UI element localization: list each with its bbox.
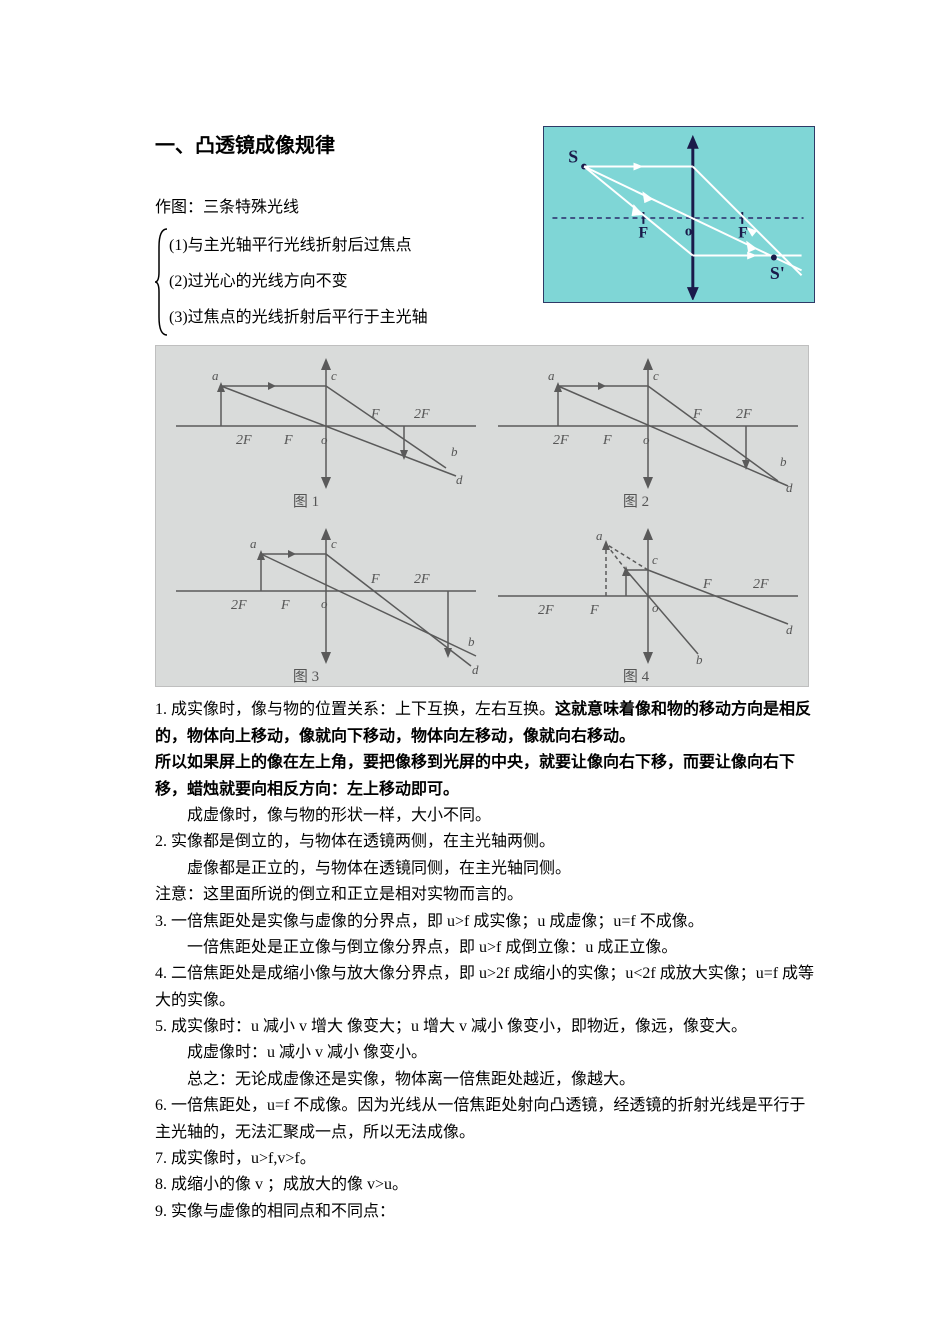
- section-title: 一、凸透镜成像规律: [155, 130, 533, 163]
- rule-1: (1)与主光轴平行光线折射后过焦点: [169, 233, 428, 259]
- p2a: 2. 实像都是倒立的，与物体在透镜两侧，在主光轴两侧。: [155, 829, 815, 855]
- top-row: 一、凸透镜成像规律 作图：三条特殊光线 (1)与主光轴平行光线折射后过焦点 (2…: [155, 130, 815, 337]
- svg-text:b: b: [468, 634, 475, 649]
- label-o: o: [685, 224, 692, 240]
- svg-text:d: d: [786, 480, 793, 495]
- p1a: 1. 成实像时，像与物的位置关系：上下互换，左右互换。: [155, 701, 555, 718]
- body-text: 1. 成实像时，像与物的位置关系：上下互换，左右互换。这就意味着像和物的移动方向…: [155, 697, 815, 1225]
- svg-text:F: F: [702, 577, 712, 592]
- svg-text:2F: 2F: [414, 407, 430, 422]
- svg-text:2F: 2F: [231, 598, 247, 613]
- svg-text:b: b: [451, 444, 458, 459]
- svg-text:c: c: [331, 368, 337, 383]
- label-F-right: F: [738, 225, 748, 242]
- caption-3: 图 3: [293, 668, 319, 685]
- svg-text:2F: 2F: [236, 433, 252, 448]
- three-rules: (1)与主光轴平行光线折射后过焦点 (2)过光心的光线方向不变 (3)过焦点的光…: [169, 227, 428, 337]
- svg-text:c: c: [653, 368, 659, 383]
- svg-text:2F: 2F: [736, 407, 752, 422]
- svg-text:a: a: [596, 528, 603, 543]
- svg-text:c: c: [331, 536, 337, 551]
- svg-text:c: c: [652, 552, 658, 567]
- p4: 4. 二倍焦距处是成缩小像与放大像分界点，即 u>2f 成缩小的实像；u<2f …: [155, 961, 815, 1014]
- svg-text:F: F: [370, 572, 380, 587]
- four-panel-diagrams: 2F F o F 2F a c b d: [155, 345, 809, 687]
- svg-text:a: a: [212, 368, 219, 383]
- svg-text:b: b: [696, 652, 703, 667]
- svg-text:F: F: [280, 598, 290, 613]
- svg-text:o: o: [643, 432, 650, 447]
- svg-text:d: d: [786, 622, 793, 637]
- p1d: 成虚像时，像与物的形状一样，大小不同。: [155, 803, 815, 829]
- label-Sprime: S': [770, 263, 785, 283]
- svg-text:d: d: [456, 472, 463, 487]
- svg-text:o: o: [321, 596, 328, 611]
- p8: 8. 成缩小的像 v ；成放大的像 v>u。: [155, 1172, 815, 1198]
- p1c: 所以如果屏上的像在左上角，要把像移到光屏的中央，就要让像向右下移，而要让像向右下…: [155, 750, 815, 803]
- left-brace-icon: [155, 227, 169, 337]
- svg-text:b: b: [780, 454, 787, 469]
- p5b: 成虚像时：u 减小 v 减小 像变小。: [155, 1040, 815, 1066]
- svg-text:F: F: [602, 433, 612, 448]
- top-left-column: 一、凸透镜成像规律 作图：三条特殊光线 (1)与主光轴平行光线折射后过焦点 (2…: [155, 130, 533, 337]
- svg-text:2F: 2F: [753, 577, 769, 592]
- svg-text:2F: 2F: [538, 603, 554, 618]
- p2c: 注意：这里面所说的倒立和正立是相对实物而言的。: [155, 882, 815, 908]
- p9: 9. 实像与虚像的相同点和不同点：: [155, 1199, 815, 1225]
- rule-2: (2)过光心的光线方向不变: [169, 269, 428, 295]
- svg-text:2F: 2F: [414, 572, 430, 587]
- svg-text:a: a: [250, 536, 257, 551]
- svg-text:F: F: [283, 433, 293, 448]
- p3b: 一倍焦距处是正立像与倒立像分界点，即 u>f 成倒立像：u 成正立像。: [155, 935, 815, 961]
- svg-text:F: F: [589, 603, 599, 618]
- caption-1: 图 1: [293, 493, 319, 510]
- svg-text:a: a: [548, 368, 555, 383]
- p5a: 5. 成实像时：u 减小 v 增大 像变大；u 增大 v 减小 像变小，即物近，…: [155, 1014, 815, 1040]
- p6: 6. 一倍焦距处，u=f 不成像。因为光线从一倍焦距处射向凸透镜，经透镜的折射光…: [155, 1093, 815, 1146]
- svg-text:o: o: [321, 432, 328, 447]
- para-1: 1. 成实像时，像与物的位置关系：上下互换，左右互换。这就意味着像和物的移动方向…: [155, 697, 815, 750]
- rule-3: (3)过焦点的光线折射后平行于主光轴: [169, 305, 428, 331]
- caption-2: 图 2: [623, 493, 649, 510]
- svg-text:2F: 2F: [553, 433, 569, 448]
- subtitle: 作图：三条特殊光线: [155, 195, 533, 221]
- p5c: 总之：无论成虚像还是实像，物体离一倍焦距处越近，像越大。: [155, 1067, 815, 1093]
- caption-4: 图 4: [623, 668, 650, 685]
- p7: 7. 成实像时，u>f,v>f。: [155, 1146, 815, 1172]
- brace-group: (1)与主光轴平行光线折射后过焦点 (2)过光心的光线方向不变 (3)过焦点的光…: [155, 227, 533, 337]
- lens-ray-diagram: S F o F S': [543, 126, 815, 303]
- svg-text:d: d: [472, 662, 479, 677]
- label-S: S: [568, 147, 578, 167]
- label-F-left: F: [638, 225, 648, 242]
- p2b: 虚像都是正立的，与物体在透镜同侧，在主光轴同侧。: [155, 856, 815, 882]
- page: 一、凸透镜成像规律 作图：三条特殊光线 (1)与主光轴平行光线折射后过焦点 (2…: [0, 0, 945, 1285]
- p3a: 3. 一倍焦距处是实像与虚像的分界点，即 u>f 成实像；u 成虚像；u=f 不…: [155, 909, 815, 935]
